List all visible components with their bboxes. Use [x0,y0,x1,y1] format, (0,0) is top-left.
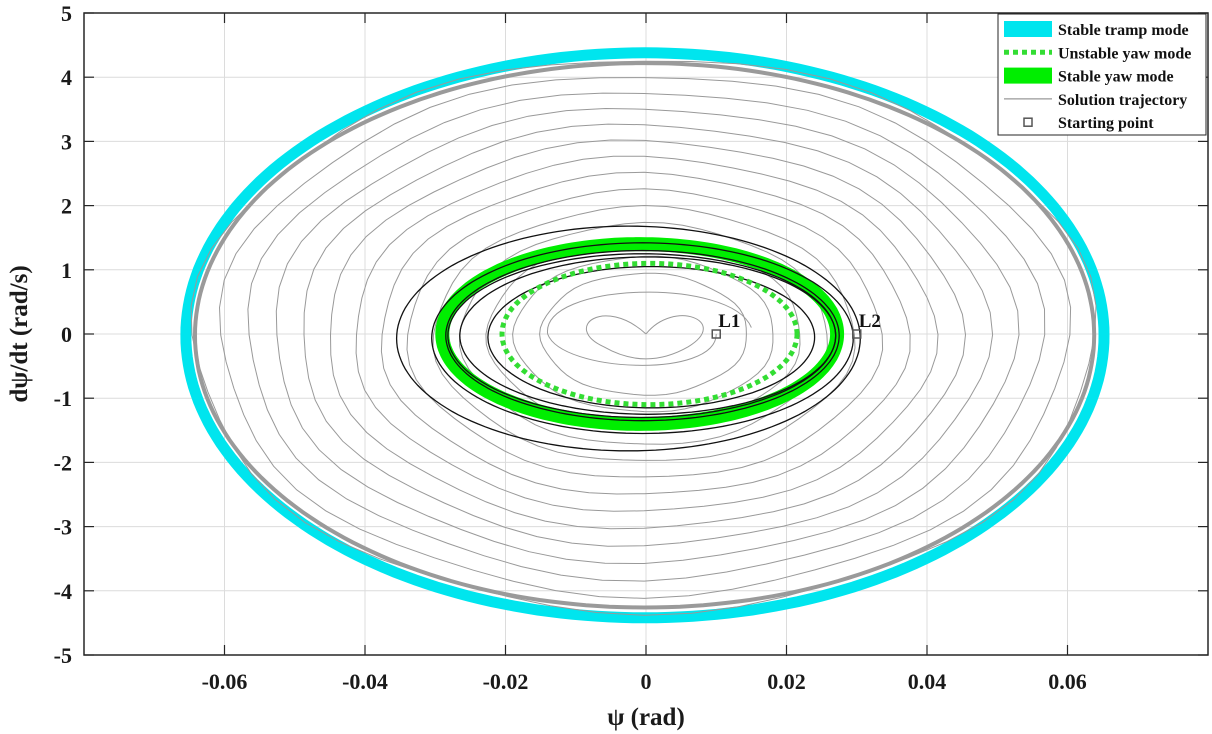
y-axis-title: dψ/dt (rad/s) [6,265,33,402]
x-axis-title: ψ (rad) [607,704,685,731]
y-tick-label: 5 [61,1,72,26]
legend-item: Stable yaw mode [1004,67,1174,86]
series-unstable-yaw-mode [499,260,800,408]
legend-swatch [1004,67,1052,84]
legend-item: Stable tramp mode [1004,21,1189,39]
legend-item: Solution trajectory [1004,92,1187,109]
starting-point-marker [852,329,862,339]
legend-label: Stable yaw mode [1058,69,1174,86]
series-solution-trajectory [432,204,856,461]
series-solution-trajectory-black [459,256,837,415]
y-tick-label: 4 [61,65,72,90]
x-tick-label: 0.06 [1048,669,1087,694]
series-solution-trajectory-black [447,253,837,419]
legend-item: Unstable yaw mode [1004,45,1191,62]
series-solution-trajectory-inner [547,291,752,366]
series-solution-trajectory [539,272,747,396]
x-tick-label: 0 [641,669,652,694]
series-solution-trajectory [329,139,967,530]
series-solution-trajectory [303,123,994,547]
series-solution-trajectory [218,77,1072,599]
legend-label: Starting point [1058,115,1154,132]
y-tick-label: 1 [61,258,72,283]
y-tick-label: 2 [61,194,72,219]
series-solution-trajectory [355,155,939,512]
series-solution-trajectory-black [445,249,840,422]
starting-point-marker [711,329,721,339]
x-tick-label: -0.06 [202,669,248,694]
series-solution-trajectory [247,92,1046,582]
y-tick-label: -1 [54,386,72,411]
series-stable-yaw-mode [435,237,845,431]
series-solution-trajectory [406,188,884,478]
starting-point-label: L2 [859,311,881,332]
legend-label: Stable tramp mode [1058,22,1189,39]
series-solution-trajectory-outer [192,61,1097,610]
starting-point-markers: L1 L2 [711,311,881,339]
y-tick-label: -4 [54,579,72,604]
series-solution-trajectory-black [395,225,861,452]
x-tick-label: 0.04 [908,669,947,694]
legend-label: Solution trajectory [1058,92,1187,109]
legend-label: Unstable yaw mode [1058,45,1191,62]
legend-item: Starting point [1023,115,1154,132]
series-solution-trajectory [380,171,911,495]
x-tick-label: -0.04 [342,669,388,694]
x-tick-label: -0.02 [483,669,529,694]
series-solution-trajectory-black [431,242,854,435]
series-solution-trajectory-inner [585,315,704,360]
y-tick-label: -5 [54,643,72,668]
series-stable-tramp-mode [180,47,1110,624]
legend-swatch [1023,117,1033,127]
series-layer [180,47,1110,624]
series-solution-trajectory [275,107,1020,565]
y-tick-label: 0 [61,322,72,347]
y-tick-label: -2 [54,450,72,475]
x-tick-label: 0.02 [767,669,806,694]
y-tick-label: 3 [61,129,72,154]
starting-point-label: L1 [718,311,740,332]
x-tick-labels: -0.06 -0.04 -0.02 0 0.02 0.04 0.06 [202,669,1087,694]
legend: Stable tramp mode Unstable yaw mode Stable… [997,13,1207,136]
y-tick-label: -3 [54,515,72,540]
legend-swatch [1004,21,1052,37]
y-tick-labels: -5 -4 -3 -2 -1 0 1 2 3 4 5 [54,1,72,668]
